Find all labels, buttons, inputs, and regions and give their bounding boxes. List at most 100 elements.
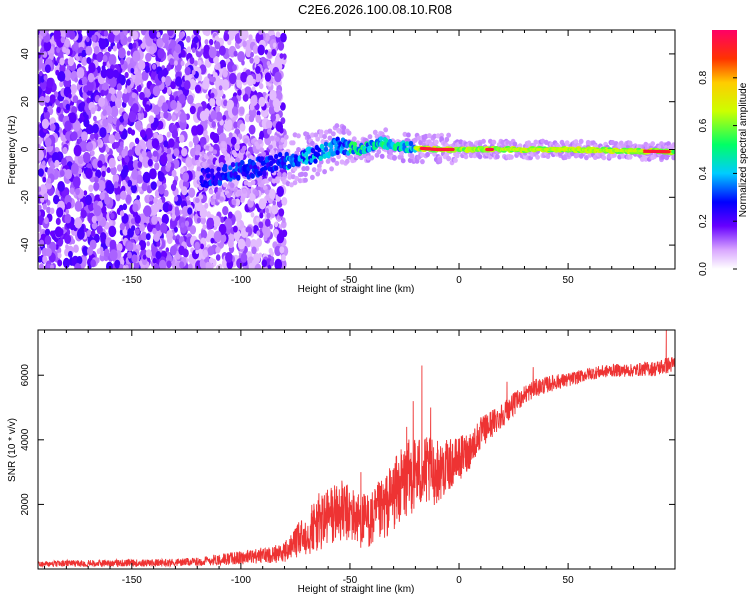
- halo-blob: [278, 144, 284, 150]
- noise-blob: [255, 114, 262, 123]
- noise-blob: [267, 264, 272, 269]
- noise-blob: [152, 85, 161, 97]
- noise-blob: [123, 88, 128, 94]
- noise-blob: [164, 75, 172, 87]
- noise-blob: [40, 76, 45, 83]
- noise-blob: [71, 131, 78, 141]
- noise-blob: [227, 39, 232, 46]
- halo-blob: [601, 155, 607, 161]
- noise-blob: [265, 207, 270, 214]
- noise-blob: [252, 44, 259, 54]
- noise-blob: [112, 173, 120, 183]
- noise-blob: [77, 156, 84, 165]
- noise-blob: [209, 257, 214, 265]
- noise-blob: [110, 105, 119, 118]
- noise-blob: [126, 50, 131, 56]
- noise-blob: [134, 77, 141, 87]
- noise-blob: [69, 187, 75, 195]
- noise-blob: [152, 150, 158, 157]
- noise-blob: [136, 84, 142, 92]
- noise-blob: [81, 49, 87, 58]
- y-tick-label: 2000: [20, 493, 31, 516]
- noise-blob: [147, 158, 153, 167]
- noise-blob: [153, 104, 161, 116]
- halo-blob: [481, 138, 486, 144]
- noise-blob: [189, 57, 195, 65]
- halo-blob: [334, 160, 340, 166]
- noise-blob: [63, 187, 70, 197]
- noise-blob: [220, 234, 227, 243]
- noise-blob: [181, 186, 188, 196]
- noise-blob: [148, 30, 157, 39]
- spectrogram-axis-ticks: -150 -100 -50 0 50 -40 -20 0 20 40: [20, 30, 675, 286]
- noise-blob: [67, 56, 75, 67]
- noise-blob: [103, 30, 109, 37]
- colorbar-label: Normalized spectral amplitude: [738, 82, 749, 217]
- noise-blob: [192, 135, 199, 145]
- noise-blob: [50, 264, 54, 269]
- signal-blob: [216, 171, 221, 177]
- noise-blob: [180, 60, 185, 67]
- x-tick-label: 0: [456, 275, 462, 286]
- noise-blob: [126, 85, 132, 94]
- noise-blob: [130, 67, 135, 74]
- noise-blob: [127, 160, 135, 171]
- signal-blob: [319, 143, 325, 149]
- noise-blob: [266, 51, 273, 59]
- halo-blob: [627, 140, 633, 146]
- noise-blob: [96, 225, 103, 235]
- noise-blob: [156, 31, 161, 38]
- noise-blob: [270, 251, 274, 257]
- noise-blob: [153, 263, 160, 269]
- noise-blob: [275, 31, 281, 38]
- halo-blob: [229, 182, 235, 188]
- noise-blob: [258, 30, 263, 35]
- noise-blob: [233, 225, 238, 233]
- halo-blob: [194, 197, 200, 203]
- signal-blob: [352, 141, 357, 147]
- colorbar-tick-label: 0.4: [698, 166, 709, 180]
- noise-blob: [222, 206, 229, 216]
- noise-blob: [256, 217, 260, 223]
- noise-blob: [43, 110, 51, 120]
- halo-blob: [297, 178, 303, 184]
- signal-blob: [262, 170, 267, 176]
- signal-blob: [287, 163, 292, 169]
- noise-blob: [276, 232, 285, 244]
- signal-blob: [199, 175, 204, 181]
- noise-blob: [167, 30, 174, 37]
- noise-blob: [159, 222, 168, 234]
- noise-blob: [191, 69, 196, 76]
- noise-blob: [245, 238, 251, 247]
- noise-blob: [42, 176, 47, 183]
- halo-blob: [432, 151, 437, 157]
- noise-blob: [248, 34, 253, 41]
- noise-blob: [122, 203, 128, 211]
- noise-blob: [122, 92, 130, 103]
- noise-blob: [93, 181, 100, 191]
- halo-blob: [217, 187, 223, 193]
- noise-blob: [92, 123, 99, 134]
- noise-blob: [145, 249, 152, 258]
- halo-blob: [292, 166, 298, 172]
- noise-blob: [137, 186, 142, 193]
- halo-blob: [383, 127, 389, 133]
- halo-blob: [331, 157, 336, 163]
- noise-blob: [80, 101, 86, 108]
- halo-blob: [639, 156, 645, 162]
- halo-blob: [643, 156, 649, 162]
- core-blob: [666, 150, 671, 154]
- halo-blob: [315, 171, 321, 177]
- noise-blob: [221, 79, 230, 91]
- halo-blob: [477, 154, 483, 160]
- noise-blob: [58, 228, 64, 236]
- noise-blob: [200, 237, 206, 245]
- noise-blob: [170, 81, 176, 90]
- noise-blob: [279, 53, 284, 59]
- noise-blob: [127, 251, 132, 259]
- noise-blob: [45, 247, 52, 257]
- noise-blob: [188, 187, 196, 198]
- halo-blob: [235, 157, 240, 163]
- noise-blob: [202, 30, 210, 36]
- halo-blob: [235, 143, 240, 150]
